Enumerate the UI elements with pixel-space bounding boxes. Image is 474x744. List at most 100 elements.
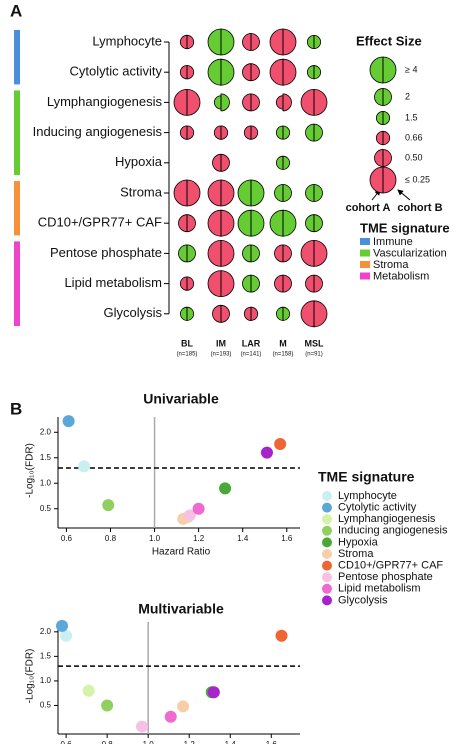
half-circle [250,209,265,237]
point [164,710,177,723]
half-circle [382,110,390,126]
half-circle [282,58,297,86]
legend-label: 1.5 [405,112,418,122]
legend-title: TME signature [360,220,450,235]
column-n: (n=185) [177,352,198,358]
point [192,502,205,515]
half-circle [207,209,222,237]
half-circle [214,95,222,110]
row-label: Lipid metabolism [64,275,162,290]
row-label: Lymphocyte [92,33,162,48]
half-circle [282,244,292,263]
half-circle [313,274,323,293]
y-axis-label: -Log₁₀(FDR) [25,649,36,704]
row-label: Stroma [120,184,163,199]
half-circle [207,58,222,86]
legend-title: Effect Size [356,33,422,48]
half-circle [220,270,235,298]
group-bar [14,241,20,326]
y-tick-label: 1.5 [40,651,52,660]
legend-swatch [360,249,370,257]
legend-marker [322,502,332,513]
row-label: Lymphangiogenesis [47,94,163,109]
half-circle [382,149,392,167]
cohort-label: cohort B [397,202,442,214]
half-circle [186,214,196,233]
half-circle [242,63,252,82]
y-tick-label: 1.0 [40,676,52,685]
half-circle [282,28,297,56]
legend-label: Cytolytic activity [338,502,417,514]
legend-swatch [360,238,370,245]
point [275,629,288,642]
half-circle [306,34,315,50]
half-circle [250,306,259,321]
half-circle [212,304,222,323]
x-axis-label: Hazard Ratio [152,547,211,558]
half-circle [250,125,259,140]
half-circle [282,306,290,321]
y-tick-label: 2.0 [40,627,52,636]
panel-label: A [10,1,22,20]
point [82,684,95,697]
half-circle [186,65,195,80]
half-circle [369,166,384,194]
row-label: Inducing angiogenesis [33,124,163,139]
half-circle [313,214,323,233]
point [183,509,196,522]
half-circle [220,58,235,86]
panel-title: Univariable [143,391,219,407]
x-tick-label: 1.6 [281,534,293,543]
half-circle [186,276,195,291]
legend-swatch [360,261,370,268]
half-circle [282,184,292,202]
half-circle [220,239,235,267]
half-circle [243,306,252,321]
half-circle [242,33,252,51]
panel-title: Multivariable [138,601,224,617]
legend-marker [322,560,332,571]
point [78,460,91,473]
row-label: Hypoxia [115,154,163,169]
half-circle [186,179,201,207]
legend-label: Lymphangiogenesis [338,513,436,525]
legend-label: Inducing angiogenesis [338,525,448,537]
y-tick-label: 1.0 [40,478,52,487]
legend-label: Stroma [338,548,374,560]
row-label: Pentose phosphate [50,245,162,260]
half-circle [282,155,290,170]
column-n: (n=91) [305,352,323,358]
column-label: BL [181,338,193,348]
y-axis-label: -Log₁₀(FDR) [25,443,36,498]
half-circle [382,130,391,146]
legend-swatch [360,272,370,280]
point [60,629,73,642]
half-circle [313,300,328,328]
point [219,482,232,495]
y-tick-label: 0.5 [40,504,52,513]
half-circle [269,28,284,56]
half-circle [374,88,384,106]
half-circle [207,179,222,207]
y-tick-label: 1.5 [40,453,52,462]
legend-label: Hypoxia [338,536,379,548]
point [207,686,220,699]
legend-marker [322,595,332,606]
row-label: CD10+/GPR77+ CAF [38,215,162,230]
half-circle [220,28,235,56]
legend-label: Lymphocyte [338,490,397,502]
x-tick-label: 0.8 [102,740,114,744]
x-tick-label: 1.6 [266,740,278,744]
half-circle [212,153,222,172]
x-tick-label: 1.2 [193,534,205,543]
half-circle [305,214,315,233]
half-circle [178,214,188,233]
half-circle [276,125,284,140]
half-circle [300,239,315,267]
half-circle [282,125,290,140]
x-tick-label: 0.6 [61,534,73,543]
half-circle [274,274,284,293]
half-circle [369,56,384,84]
legend-label: Immune [373,236,413,248]
